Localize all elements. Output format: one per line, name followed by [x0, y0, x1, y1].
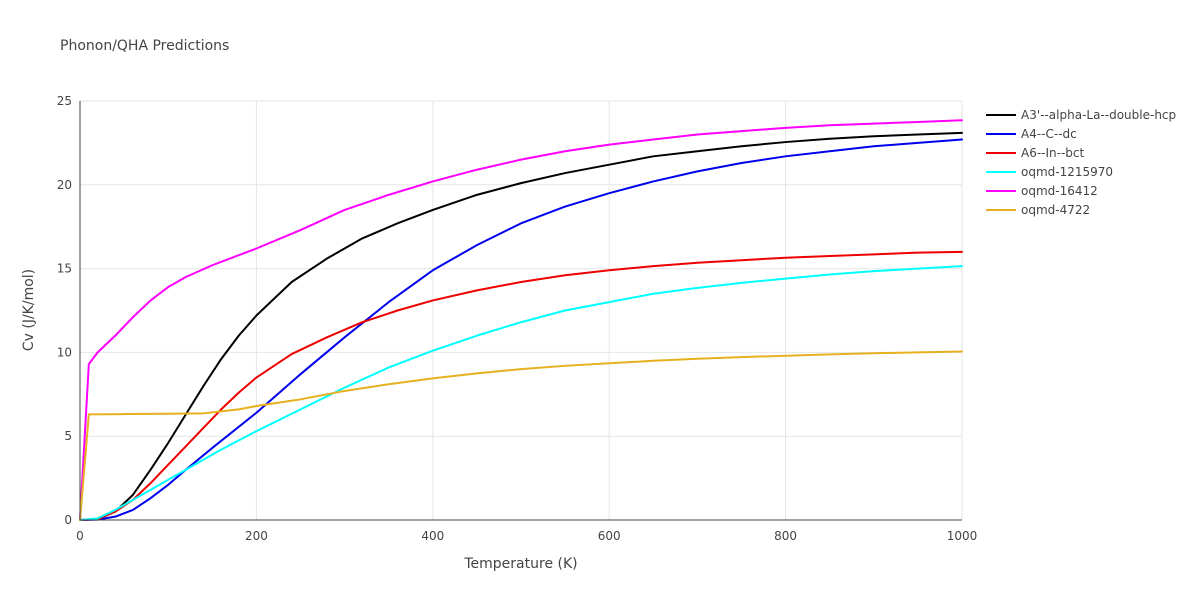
series-line-0[interactable]: [79, 131, 963, 521]
legend-label: A4--C--dc: [1021, 127, 1077, 141]
legend[interactable]: A3'--alpha-La--double-hcp A4--C--dc A6--In…: [986, 108, 1176, 217]
y-tick-label: 5: [64, 429, 72, 443]
series-line-1[interactable]: [79, 138, 963, 521]
x-tick-label: 200: [245, 529, 268, 543]
chart-title: Phonon/QHA Predictions: [60, 38, 229, 54]
legend-item[interactable]: A3'--alpha-La--double-hcp: [986, 108, 1176, 122]
legend-item[interactable]: oqmd-16412: [986, 184, 1098, 198]
x-tick-label: 600: [598, 529, 621, 543]
series-line-2[interactable]: [79, 250, 963, 521]
y-tick-label: 0: [64, 513, 72, 527]
legend-item[interactable]: A6--In--bct: [986, 146, 1085, 160]
legend-label: oqmd-16412: [1021, 184, 1098, 198]
series-lines: [79, 119, 963, 521]
y-tick-label: 15: [57, 262, 72, 276]
y-tick-label: 20: [57, 178, 72, 192]
x-tick-label: 1000: [947, 529, 978, 543]
legend-item[interactable]: oqmd-1215970: [986, 165, 1113, 179]
y-tick-label: 25: [57, 94, 72, 108]
series-line-3[interactable]: [79, 265, 963, 521]
legend-label: oqmd-1215970: [1021, 165, 1113, 179]
legend-item[interactable]: oqmd-4722: [986, 203, 1090, 217]
axes: 0 200 400 600 800 1000 0 5 10 15 20 25: [57, 94, 978, 543]
series-line-4[interactable]: [79, 119, 963, 521]
x-tick-label: 0: [76, 529, 84, 543]
x-tick-label: 400: [421, 529, 444, 543]
legend-item[interactable]: A4--C--dc: [986, 127, 1077, 141]
y-axis-label: Cv (J/K/mol): [21, 269, 37, 351]
legend-label: A6--In--bct: [1021, 146, 1085, 160]
series-line-5[interactable]: [79, 350, 963, 521]
y-tick-label: 10: [57, 345, 72, 359]
x-axis-label: Temperature (K): [463, 556, 577, 572]
x-tick-label: 800: [774, 529, 797, 543]
legend-label: A3'--alpha-La--double-hcp: [1021, 108, 1176, 122]
legend-label: oqmd-4722: [1021, 203, 1090, 217]
grid: [80, 100, 963, 520]
